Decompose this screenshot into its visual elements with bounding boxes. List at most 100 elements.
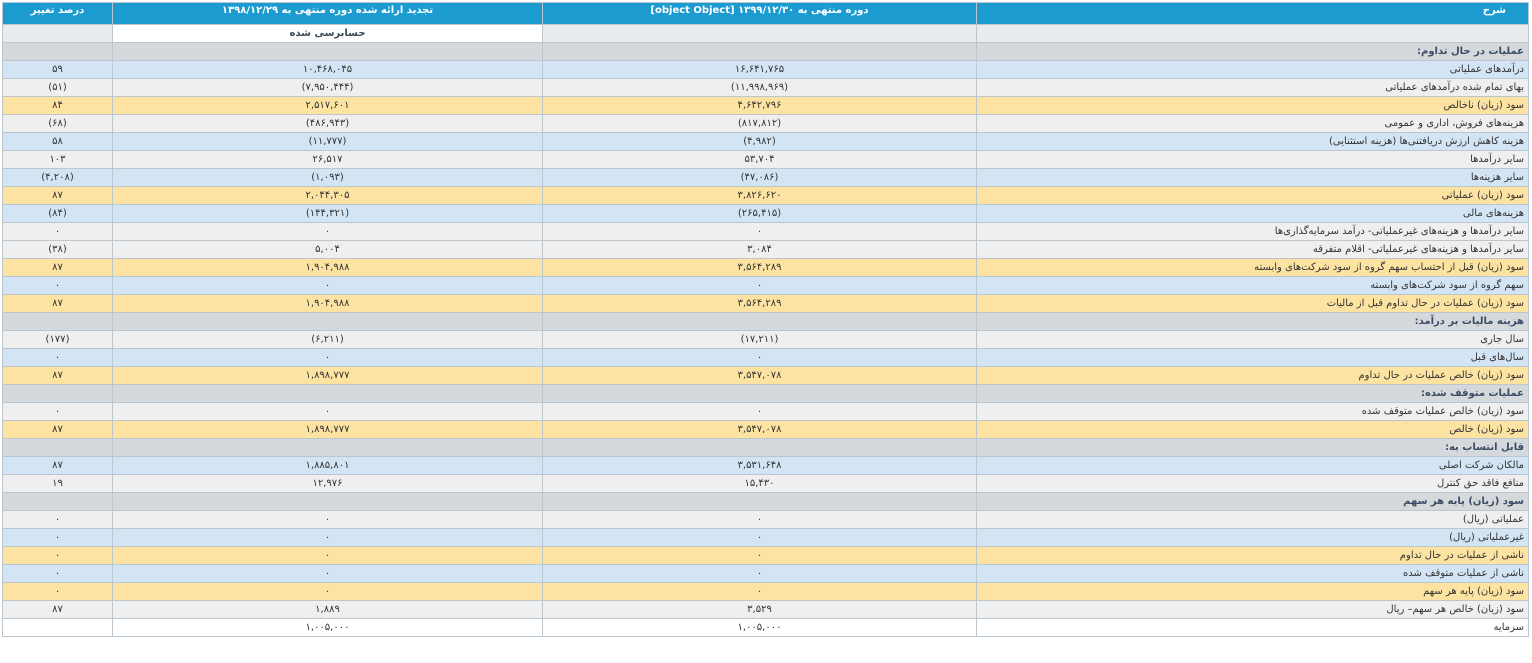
current-value: ۰ — [542, 546, 977, 565]
row-label: ناشی از عملیات متوقف شده — [976, 564, 1529, 583]
row-label: سود (زیان) خالص عملیات در حال تداوم — [976, 366, 1529, 385]
prior-value: ۱,۹۰۴,۹۸۸ — [112, 294, 543, 313]
change-percent: ۱۰۳ — [2, 150, 113, 169]
section-header-row: سود (زیان) پایه هر سهم — [2, 492, 1529, 511]
change-percent — [2, 618, 113, 637]
table-row: سود (زیان) عملیات در حال تداوم قبل از ما… — [2, 294, 1529, 313]
row-label: سال‌های قبل — [976, 348, 1529, 367]
prior-value: ۱,۰۰۵,۰۰۰ — [112, 618, 543, 637]
subheader-empty — [2, 24, 113, 43]
row-label: عملیاتی (ریال) — [976, 510, 1529, 529]
change-percent: (۳۸) — [2, 240, 113, 259]
section-header-row: قابل انتساب به: — [2, 438, 1529, 457]
row-label: هزینه کاهش ارزش دریافتنی‌ها (هزینه استثن… — [976, 132, 1529, 151]
table-row: سود (زیان) خالص عملیات متوقف شده ۰ ۰ ۰ — [2, 402, 1529, 421]
change-percent: ۱۹ — [2, 474, 113, 493]
change-percent: ۵۸ — [2, 132, 113, 151]
table-row: سایر هزینه‌ها (۴۷,۰۸۶) (۱,۰۹۳) (۴,۲۰۸) — [2, 168, 1529, 187]
section-empty-cell — [542, 492, 977, 511]
prior-value: ۱,۸۹۸,۷۷۷ — [112, 366, 543, 385]
change-percent: ۰ — [2, 276, 113, 295]
table-row: بهای تمام شده درآمدهای عملیاتی (۱۱,۹۹۸,۹۶… — [2, 78, 1529, 97]
income-statement: شرح دوره منتهی به ۱۳۹۹/۱۲/۳۰ [object Obj… — [2, 2, 1529, 637]
row-label: درآمدهای عملیاتی — [976, 60, 1529, 79]
prior-value: (۴۸۶,۹۴۳) — [112, 114, 543, 133]
change-percent: ۸۷ — [2, 420, 113, 439]
row-label: سود (زیان) خالص عملیات متوقف شده — [976, 402, 1529, 421]
prior-value: (۱,۰۹۳) — [112, 168, 543, 187]
section-header-row: هزینه مالیات بر درآمد: — [2, 312, 1529, 331]
current-value: ۳,۰۸۴ — [542, 240, 977, 259]
prior-value: ۰ — [112, 348, 543, 367]
section-empty-cell — [2, 42, 113, 61]
row-label: سایر هزینه‌ها — [976, 168, 1529, 187]
table-row: سود (زیان) خالص عملیات در حال تداوم ۳,۵۴۷… — [2, 366, 1529, 385]
current-value: ۰ — [542, 348, 977, 367]
section-header-row: عملیات متوقف شده: — [2, 384, 1529, 403]
change-percent: (۱۷۷) — [2, 330, 113, 349]
current-value: ۱۶,۶۴۱,۷۶۵ — [542, 60, 977, 79]
table-row: ناشی از عملیات متوقف شده ۰ ۰ ۰ — [2, 564, 1529, 583]
prior-value: ۱,۸۸۹ — [112, 600, 543, 619]
current-value: ۳,۵۲۹ — [542, 600, 977, 619]
row-label: سود (زیان) قبل از احتساب سهم گروه از سود… — [976, 258, 1529, 277]
section-empty-cell — [542, 42, 977, 61]
current-value: ۱۵,۴۳۰ — [542, 474, 977, 493]
row-label: سایر درآمدها و هزینه‌های غیرعملیاتی- درآ… — [976, 222, 1529, 241]
section-empty-cell — [112, 312, 543, 331]
prior-value: ۰ — [112, 528, 543, 547]
subheader-row: حسابرسی شده — [2, 24, 1529, 43]
change-percent: (۵۱) — [2, 78, 113, 97]
section-title: عملیات در حال تداوم: — [976, 42, 1529, 61]
prior-value: (۱۴۴,۳۲۱) — [112, 204, 543, 223]
section-empty-cell — [2, 312, 113, 331]
table-row: سود (زیان) خالص ۳,۵۴۷,۰۷۸ ۱,۸۹۸,۷۷۷ ۸۷ — [2, 420, 1529, 439]
section-header-row: عملیات در حال تداوم: — [2, 42, 1529, 61]
row-label: منافع فاقد حق کنترل — [976, 474, 1529, 493]
prior-value: ۰ — [112, 564, 543, 583]
table-row: سود (زیان) قبل از احتساب سهم گروه از سود… — [2, 258, 1529, 277]
row-label: سود (زیان) عملیات در حال تداوم قبل از ما… — [976, 294, 1529, 313]
section-empty-cell — [112, 438, 543, 457]
table-row: سود (زیان) پایه هر سهم ۰ ۰ ۰ — [2, 582, 1529, 601]
current-value: ۰ — [542, 510, 977, 529]
current-value: (۴۷,۰۸۶) — [542, 168, 977, 187]
prior-value: ۱,۸۸۵,۸۰۱ — [112, 456, 543, 475]
table-row: سایر درآمدها و هزینه‌های غیرعملیاتی- اقل… — [2, 240, 1529, 259]
row-label: سایر درآمدها — [976, 150, 1529, 169]
prior-value: ۱,۹۰۴,۹۸۸ — [112, 258, 543, 277]
table-row: عملیاتی (ریال) ۰ ۰ ۰ — [2, 510, 1529, 529]
table-row: مالکان شرکت اصلی ۳,۵۳۱,۶۴۸ ۱,۸۸۵,۸۰۱ ۸۷ — [2, 456, 1529, 475]
prior-value: ۱۲,۹۷۶ — [112, 474, 543, 493]
current-value: ۱,۰۰۵,۰۰۰ — [542, 618, 977, 637]
current-value: ۴,۶۴۲,۷۹۶ — [542, 96, 977, 115]
section-title: هزینه مالیات بر درآمد: — [976, 312, 1529, 331]
section-empty-cell — [542, 312, 977, 331]
table-row: هزینه‌های مالی (۲۶۵,۴۱۵) (۱۴۴,۳۲۱) (۸۴) — [2, 204, 1529, 223]
change-percent: ۰ — [2, 348, 113, 367]
section-empty-cell — [112, 42, 543, 61]
current-value: ۳,۵۴۷,۰۷۸ — [542, 366, 977, 385]
change-percent: (۸۴) — [2, 204, 113, 223]
prior-value: ۰ — [112, 546, 543, 565]
prior-value: ۱۰,۴۶۸,۰۴۵ — [112, 60, 543, 79]
section-empty-cell — [2, 438, 113, 457]
current-value: (۲۶۵,۴۱۵) — [542, 204, 977, 223]
prior-value: ۲,۵۱۷,۶۰۱ — [112, 96, 543, 115]
prior-value: ۱,۸۹۸,۷۷۷ — [112, 420, 543, 439]
table-row: سود (زیان) عملیاتی ۳,۸۲۶,۶۲۰ ۲,۰۴۴,۳۰۵ ۸۷ — [2, 186, 1529, 205]
current-value: ۳,۵۶۴,۲۸۹ — [542, 258, 977, 277]
subheader-empty — [976, 24, 1529, 43]
prior-value: (۷,۹۵۰,۴۴۴) — [112, 78, 543, 97]
row-label: سود (زیان) عملیاتی — [976, 186, 1529, 205]
table-row: منافع فاقد حق کنترل ۱۵,۴۳۰ ۱۲,۹۷۶ ۱۹ — [2, 474, 1529, 493]
table-row: سود (زیان) خالص هر سهم– ریال ۳,۵۲۹ ۱,۸۸۹ ۸۷ — [2, 600, 1529, 619]
section-empty-cell — [2, 492, 113, 511]
col-header-current-period: دوره منتهی به ۱۳۹۹/۱۲/۳۰ [object Object] — [542, 2, 977, 25]
section-empty-cell — [542, 438, 977, 457]
table-row: سال‌های قبل ۰ ۰ ۰ — [2, 348, 1529, 367]
prior-value: ۰ — [112, 276, 543, 295]
change-percent: ۰ — [2, 564, 113, 583]
change-percent: ۸۷ — [2, 294, 113, 313]
current-value: ۰ — [542, 222, 977, 241]
